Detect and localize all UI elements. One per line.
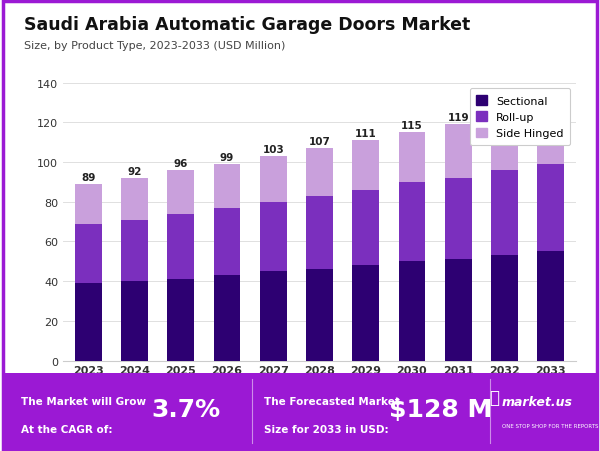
Bar [445, 125, 472, 179]
Bar [306, 149, 333, 196]
Bar [537, 165, 564, 252]
Text: 92: 92 [127, 166, 142, 176]
Bar [306, 270, 333, 361]
Bar [121, 281, 148, 361]
Text: ⧂: ⧂ [489, 388, 499, 406]
Text: 99: 99 [220, 152, 234, 162]
Text: At the CAGR of:: At the CAGR of: [21, 424, 112, 434]
Text: The Forecasted Market: The Forecasted Market [265, 396, 400, 406]
Bar [260, 202, 287, 272]
Bar [445, 179, 472, 260]
Text: 107: 107 [308, 137, 331, 147]
Bar [537, 252, 564, 361]
Bar [75, 184, 102, 224]
Text: market.us: market.us [502, 395, 573, 408]
Bar [214, 165, 241, 208]
Text: $128 M: $128 M [389, 397, 493, 421]
Text: 3.7%: 3.7% [151, 397, 221, 421]
Bar [260, 157, 287, 202]
Bar [445, 260, 472, 361]
Bar [537, 107, 564, 165]
Text: Saudi Arabia Automatic Garage Doors Market: Saudi Arabia Automatic Garage Doors Mark… [24, 16, 470, 34]
Bar [398, 183, 425, 262]
Text: 128: 128 [540, 95, 562, 105]
Text: 89: 89 [81, 172, 95, 182]
Bar [260, 272, 287, 361]
Text: The Market will Grow: The Market will Grow [21, 396, 146, 406]
Bar [75, 284, 102, 361]
FancyBboxPatch shape [3, 373, 597, 449]
Text: 103: 103 [262, 144, 284, 154]
Bar [491, 256, 518, 361]
Bar [75, 224, 102, 284]
Bar [398, 133, 425, 183]
Bar [214, 276, 241, 361]
Bar [121, 220, 148, 281]
Text: 123: 123 [493, 105, 515, 115]
Text: Size, by Product Type, 2023-2033 (USD Million): Size, by Product Type, 2023-2033 (USD Mi… [24, 41, 286, 51]
Bar [491, 117, 518, 170]
Bar [352, 266, 379, 361]
Bar [214, 208, 241, 276]
Bar [398, 262, 425, 361]
Bar [306, 196, 333, 270]
Text: 115: 115 [401, 120, 423, 131]
Legend: Sectional, Roll-up, Side Hinged: Sectional, Roll-up, Side Hinged [470, 89, 571, 146]
Bar [167, 280, 194, 361]
Bar [352, 141, 379, 190]
Text: ONE STOP SHOP FOR THE REPORTS: ONE STOP SHOP FOR THE REPORTS [502, 423, 598, 428]
Bar [352, 190, 379, 266]
Bar [167, 170, 194, 214]
Text: 96: 96 [173, 158, 188, 168]
Bar [167, 214, 194, 280]
Bar [491, 170, 518, 256]
Bar [121, 179, 148, 220]
Text: 119: 119 [448, 113, 469, 123]
Text: Size for 2033 in USD:: Size for 2033 in USD: [265, 424, 389, 434]
Text: 111: 111 [355, 129, 377, 138]
